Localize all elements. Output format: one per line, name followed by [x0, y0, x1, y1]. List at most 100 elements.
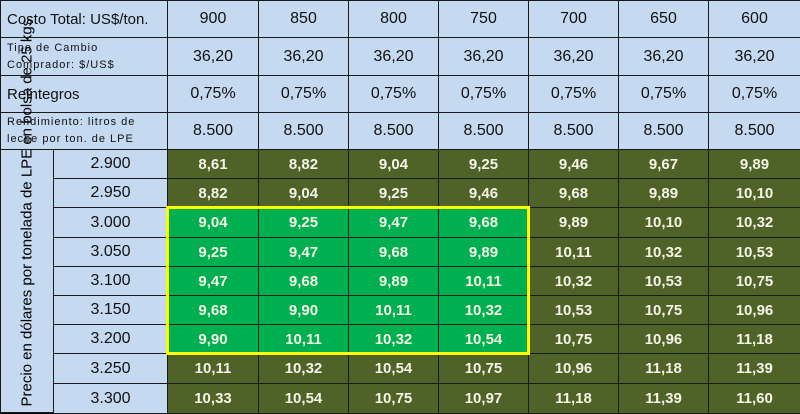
- table-cell: 11,60: [708, 383, 800, 414]
- header-value: 36,20: [167, 37, 259, 76]
- header-value: 800: [348, 0, 439, 38]
- table-cell: 10,53: [708, 237, 800, 267]
- table-cell: 10,10: [708, 178, 800, 208]
- header-value: 0,75%: [348, 75, 439, 113]
- price-row-header: 3.150: [53, 295, 168, 325]
- header-value: 700: [528, 0, 619, 38]
- header-value: 0,75%: [258, 75, 349, 113]
- table-cell: 9,68: [528, 178, 619, 208]
- table-cell: 9,68: [438, 207, 529, 238]
- table-cell: 10,11: [167, 353, 259, 384]
- header-value: 36,20: [618, 37, 709, 76]
- header-value: 8.500: [528, 112, 619, 150]
- table-cell: 10,32: [708, 207, 800, 238]
- table-cell: 11,18: [618, 353, 709, 384]
- table-cell: 10,32: [438, 295, 529, 325]
- table-cell: 10,75: [348, 383, 439, 414]
- price-row-header: 2.900: [53, 149, 168, 179]
- table-cell: 9,25: [348, 178, 439, 208]
- table-cell: 9,68: [167, 295, 259, 325]
- table-cell: 10,32: [528, 266, 619, 296]
- table-cell: 11,39: [618, 383, 709, 414]
- price-row-header: 3.100: [53, 266, 168, 296]
- vertical-label-text: Precio en dólares por tonelada de LPE en…: [18, 14, 36, 406]
- price-row-header: 3.200: [53, 324, 168, 354]
- table-cell: 10,11: [528, 237, 619, 267]
- table-cell: 10,32: [618, 237, 709, 267]
- header-value: 8.500: [258, 112, 349, 150]
- header-value: 0,75%: [167, 75, 259, 113]
- table-cell: 10,54: [258, 383, 349, 414]
- header-value: 36,20: [708, 37, 800, 76]
- table-cell: 9,90: [167, 324, 259, 354]
- table-cell: 10,54: [438, 324, 529, 354]
- header-value: 36,20: [528, 37, 619, 76]
- price-row-header: 3.250: [53, 353, 168, 384]
- table-cell: 10,96: [618, 324, 709, 354]
- table-cell: 10,10: [618, 207, 709, 238]
- table-cell: 10,11: [348, 295, 439, 325]
- table-cell: 10,11: [438, 266, 529, 296]
- header-value: 36,20: [438, 37, 529, 76]
- table-cell: 9,25: [258, 207, 349, 238]
- table-cell: 10,75: [438, 353, 529, 384]
- table-cell: 10,75: [528, 324, 619, 354]
- table-cell: 9,89: [438, 237, 529, 267]
- table-cell: 9,90: [258, 295, 349, 325]
- table-cell: 9,04: [258, 178, 349, 208]
- table-cell: 9,46: [438, 178, 529, 208]
- table-cell: 11,39: [708, 353, 800, 384]
- table-cell: 9,47: [258, 237, 349, 267]
- table-cell: 11,18: [528, 383, 619, 414]
- header-label: Tipo de Cambio Comprador: $/US$: [0, 37, 168, 76]
- table-cell: 8,61: [167, 149, 259, 179]
- header-value: 850: [258, 0, 349, 38]
- table-cell: 10,32: [258, 353, 349, 384]
- price-row-header: 3.050: [53, 237, 168, 267]
- table-cell: 10,53: [528, 295, 619, 325]
- table-cell: 9,47: [167, 266, 259, 296]
- header-value: 0,75%: [528, 75, 619, 113]
- table-cell: 9,04: [348, 149, 439, 179]
- table-cell: 10,97: [438, 383, 529, 414]
- price-row-header: 3.300: [53, 383, 168, 414]
- price-row-header: 2.950: [53, 178, 168, 208]
- table-cell: 8,82: [258, 149, 349, 179]
- header-value: 650: [618, 0, 709, 38]
- header-value: 0,75%: [438, 75, 529, 113]
- table-cell: 9,25: [438, 149, 529, 179]
- price-row-header: 3.000: [53, 207, 168, 238]
- header-value: 900: [167, 0, 259, 38]
- table-cell: 9,68: [258, 266, 349, 296]
- table-cell: 10,75: [618, 295, 709, 325]
- table-cell: 9,89: [618, 178, 709, 208]
- table-cell: 9,67: [618, 149, 709, 179]
- header-value: 8.500: [618, 112, 709, 150]
- header-value: 0,75%: [618, 75, 709, 113]
- table-cell: 10,96: [528, 353, 619, 384]
- table-cell: 10,54: [348, 353, 439, 384]
- header-value: 750: [438, 0, 529, 38]
- header-label: Reintegros: [0, 75, 168, 113]
- header-value: 0,75%: [708, 75, 800, 113]
- table-cell: 11,18: [708, 324, 800, 354]
- table-cell: 9,89: [528, 207, 619, 238]
- table-cell: 10,75: [708, 266, 800, 296]
- table-cell: 9,89: [708, 149, 800, 179]
- table-cell: 9,04: [167, 207, 259, 238]
- table-cell: 9,89: [348, 266, 439, 296]
- header-value: 8.500: [348, 112, 439, 150]
- header-value: 8.500: [708, 112, 800, 150]
- table-cell: 10,96: [708, 295, 800, 325]
- table-cell: 10,53: [618, 266, 709, 296]
- table-cell: 10,11: [258, 324, 349, 354]
- header-value: 36,20: [348, 37, 439, 76]
- header-value: 36,20: [258, 37, 349, 76]
- vertical-axis-label: Precio en dólares por tonelada de LPE en…: [0, 14, 54, 413]
- header-label: Costo Total: US$/ton.: [0, 0, 168, 38]
- header-value: 8.500: [167, 112, 259, 150]
- table-cell: 9,68: [348, 237, 439, 267]
- table-cell: 9,47: [348, 207, 439, 238]
- header-value: 8.500: [438, 112, 529, 150]
- table-cell: 9,46: [528, 149, 619, 179]
